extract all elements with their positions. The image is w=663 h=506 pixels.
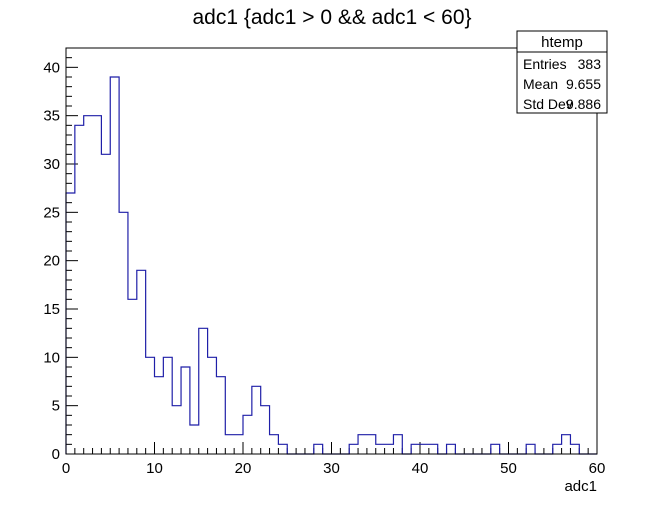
- x-tick-label: 60: [589, 460, 606, 477]
- stats-label-entries: Entries: [523, 56, 567, 72]
- y-tick-label: 40: [43, 59, 60, 76]
- stats-title: htemp: [541, 34, 583, 51]
- y-tick-label: 25: [43, 204, 60, 221]
- x-axis-label: adc1: [564, 478, 597, 495]
- x-tick-labels: 0 10 20 30 40 50 60: [62, 460, 606, 477]
- y-tick-label: 30: [43, 156, 60, 173]
- y-tick-label: 35: [43, 108, 60, 125]
- stats-value-stddev: 9.886: [566, 96, 601, 112]
- y-tick-label: 20: [43, 253, 60, 270]
- x-tick-label: 30: [323, 460, 340, 477]
- axis-ticks: [65, 47, 598, 455]
- chart-title: adc1 {adc1 > 0 && adc1 < 60}: [192, 6, 471, 29]
- stats-box: htemp Entries 383 Mean 9.655 Std Dev 9.8…: [516, 30, 608, 114]
- x-tick-label: 20: [235, 460, 252, 477]
- y-tick-label: 0: [52, 446, 60, 463]
- y-tick-label: 15: [43, 301, 60, 318]
- stats-label-mean: Mean: [523, 76, 558, 92]
- y-tick-label: 5: [52, 398, 60, 415]
- y-tick-labels: 0 5 10 15 20 25 30 35 40: [43, 59, 60, 463]
- plot-frame: [65, 47, 598, 455]
- x-tick-label: 10: [146, 460, 163, 477]
- x-tick-label: 50: [500, 460, 517, 477]
- x-tick-label: 0: [62, 460, 70, 477]
- stats-value-entries: 383: [578, 56, 602, 72]
- stats-label-stddev: Std Dev: [523, 96, 573, 112]
- stats-value-mean: 9.655: [566, 76, 601, 92]
- x-tick-label: 40: [412, 460, 429, 477]
- y-tick-label: 10: [43, 349, 60, 366]
